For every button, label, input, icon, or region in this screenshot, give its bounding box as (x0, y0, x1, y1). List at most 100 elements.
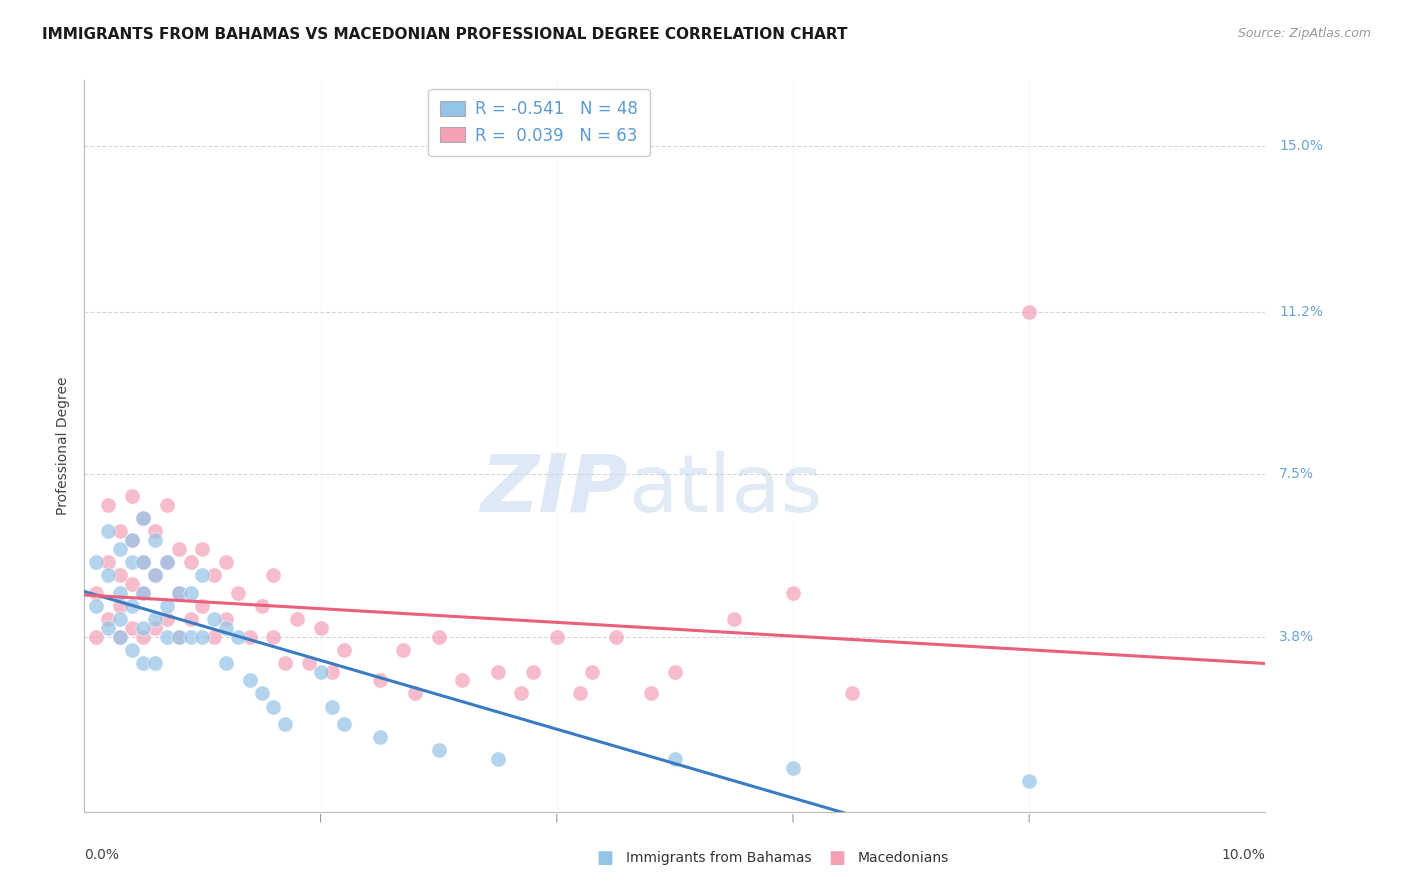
Point (167, 630, 190, 644)
Point (132, 656, 155, 670)
Point (841, 686, 863, 700)
Point (191, 541, 214, 556)
Point (215, 612, 238, 626)
Point (392, 642, 415, 657)
Text: Macedonians: Macedonians (858, 851, 949, 865)
Point (121, 533, 143, 548)
Point (108, 585, 131, 599)
Point (121, 642, 143, 657)
Point (321, 699, 343, 714)
Point (404, 686, 426, 700)
Point (451, 673, 474, 688)
Point (167, 541, 190, 556)
Point (84, 599, 107, 613)
Point (97, 555, 120, 569)
Point (285, 612, 308, 626)
Point (202, 612, 225, 626)
Point (121, 599, 143, 613)
Legend: R = -0.541   N = 48, R =  0.039   N = 63: R = -0.541 N = 48, R = 0.039 N = 63 (429, 88, 650, 156)
Y-axis label: Professional Degree: Professional Degree (56, 376, 70, 516)
Point (546, 630, 568, 644)
Point (215, 656, 238, 670)
Point (143, 656, 166, 670)
Point (226, 585, 249, 599)
Point (132, 585, 155, 599)
Text: 10.0%: 10.0% (1222, 848, 1265, 863)
Point (167, 585, 190, 599)
Point (132, 585, 155, 599)
Point (333, 642, 356, 657)
Point (723, 612, 745, 626)
Point (215, 555, 238, 569)
Point (262, 630, 284, 644)
Point (368, 731, 391, 745)
Point (581, 665, 603, 679)
Text: 3.8%: 3.8% (1279, 630, 1315, 643)
Point (143, 524, 166, 539)
Text: 0.0%: 0.0% (84, 848, 120, 863)
Point (486, 665, 509, 679)
Point (333, 717, 356, 731)
Point (156, 498, 179, 512)
Point (250, 599, 273, 613)
Point (274, 717, 297, 731)
Point (121, 489, 143, 503)
Point (309, 665, 332, 679)
Point (97, 524, 120, 539)
Point (202, 568, 225, 582)
Text: 15.0%: 15.0% (1279, 139, 1323, 153)
Point (167, 630, 190, 644)
Text: ■: ■ (828, 849, 845, 867)
Point (84, 555, 107, 569)
Point (97, 498, 120, 512)
Point (368, 673, 391, 688)
Point (143, 612, 166, 626)
Text: 11.2%: 11.2% (1279, 305, 1323, 319)
Point (664, 665, 686, 679)
Point (84, 630, 107, 644)
Point (226, 630, 249, 644)
Point (132, 511, 155, 525)
Point (121, 555, 143, 569)
Point (321, 665, 343, 679)
Point (569, 686, 592, 700)
Point (132, 555, 155, 569)
Text: atlas: atlas (627, 450, 823, 529)
Point (262, 568, 284, 582)
Point (132, 555, 155, 569)
Point (167, 585, 190, 599)
Point (191, 630, 214, 644)
Point (156, 630, 179, 644)
Point (239, 673, 262, 688)
Text: ■: ■ (596, 849, 613, 867)
Point (309, 621, 332, 635)
Point (427, 630, 450, 644)
Point (640, 686, 662, 700)
Point (191, 599, 214, 613)
Point (143, 568, 166, 582)
Point (239, 630, 262, 644)
Text: 7.5%: 7.5% (1279, 467, 1315, 482)
Point (108, 568, 131, 582)
Point (510, 686, 533, 700)
Point (108, 599, 131, 613)
Point (522, 665, 544, 679)
Point (156, 612, 179, 626)
Point (156, 555, 179, 569)
Point (121, 533, 143, 548)
Point (108, 612, 131, 626)
Point (97, 568, 120, 582)
Point (156, 599, 179, 613)
Point (180, 585, 202, 599)
Point (143, 621, 166, 635)
Point (121, 621, 143, 635)
Point (108, 630, 131, 644)
Point (84, 585, 107, 599)
Point (132, 511, 155, 525)
Point (97, 621, 120, 635)
Point (262, 699, 284, 714)
Point (132, 621, 155, 635)
Point (180, 612, 202, 626)
Point (143, 533, 166, 548)
Text: Immigrants from Bahamas: Immigrants from Bahamas (626, 851, 811, 865)
